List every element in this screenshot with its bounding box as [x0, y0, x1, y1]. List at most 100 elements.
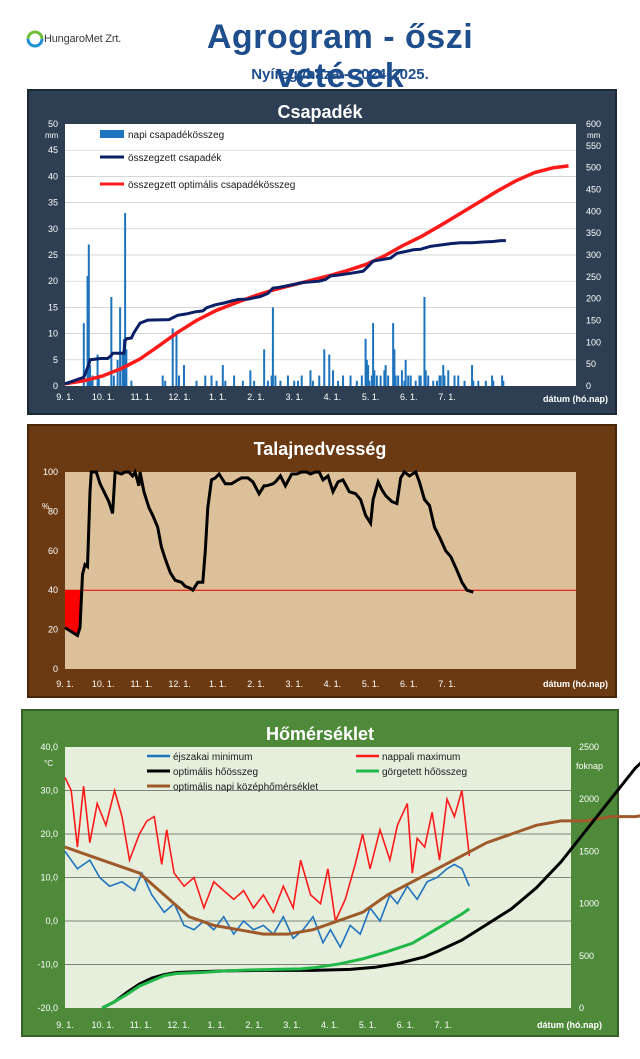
y-tick-label: 30,0	[40, 786, 58, 796]
y2-tick-label: 1500	[579, 846, 599, 856]
x-tick-label: 9. 1.	[56, 392, 74, 402]
y-tick-label: 20,0	[40, 829, 58, 839]
optimal-precip-line	[64, 164, 569, 386]
daily-precip-bar	[210, 375, 213, 386]
soil-moisture-chart: Talajnedvesség 0 20 40 60 80 100 9. 1. 10. 1. 11…	[27, 424, 617, 698]
daily-precip-bar	[384, 365, 387, 386]
daily-precip-bar	[121, 354, 124, 386]
daily-precip-bar	[224, 380, 227, 386]
x-tick-label: 6. 1.	[400, 392, 418, 402]
daily-precip-bar	[204, 375, 207, 386]
daily-precip-bar	[397, 375, 400, 386]
daily-precip-bar	[110, 296, 113, 386]
daily-precip-bar	[116, 359, 119, 386]
y2-tick-label: 2500	[579, 742, 599, 752]
legend-min: éjszakai minimum	[173, 752, 252, 763]
daily-precip-bar	[360, 375, 363, 386]
y-tick-label: 25	[48, 250, 58, 260]
y2-tick-label: 0	[579, 1003, 584, 1013]
y-tick-label: 0	[53, 664, 58, 674]
x-tick-label: 12. 1.	[168, 392, 191, 402]
y-tick-label: 60	[48, 546, 58, 556]
daily-precip-bar	[309, 370, 312, 386]
precip-title: Csapadék	[277, 102, 363, 122]
daily-precip-bar	[442, 365, 445, 386]
y-tick-label: -20,0	[37, 1003, 58, 1013]
y2-tick-label: 100	[586, 337, 601, 347]
legend-opt-heat: optimális hőösszeg	[173, 767, 258, 778]
y-tick-label: 45	[48, 145, 58, 155]
daily-precip-bar	[91, 375, 94, 386]
daily-precip-bar	[263, 349, 266, 386]
daily-precip-bar	[328, 354, 331, 386]
x-tick-label: 2. 1.	[247, 679, 265, 689]
logo-text: HungaroMet Zrt.	[44, 33, 122, 45]
y2-tick-label: 450	[586, 185, 601, 195]
daily-precip-bar	[175, 333, 178, 386]
temp-right-unit: foknap	[576, 761, 603, 771]
daily-precip-bar	[418, 375, 421, 386]
y-tick-label: 20	[48, 276, 58, 286]
daily-precip-bar	[300, 375, 303, 386]
y2-tick-label: 550	[586, 141, 601, 151]
daily-precip-bar	[372, 323, 375, 386]
legend-opt-mean: optimális napi középhőmérséklet	[173, 782, 318, 793]
y2-tick-label: 0	[586, 381, 591, 391]
x-tick-label: 5. 1.	[362, 392, 380, 402]
temp-title: Hőmérséklet	[266, 724, 374, 744]
y2-tick-label: 150	[586, 316, 601, 326]
daily-precip-bar	[438, 375, 441, 386]
daily-precip-bar	[443, 375, 446, 386]
page-title: Agrogram - őszi vetések	[206, 18, 474, 95]
daily-precip-bar	[427, 375, 430, 386]
daily-precip-bar	[274, 375, 277, 386]
daily-precip-bar	[414, 380, 417, 386]
precip-x-label: dátum (hó.nap)	[543, 394, 608, 404]
logo-swirl-icon	[26, 30, 44, 48]
daily-precip-bar	[447, 370, 450, 386]
optimal-heat-sum-line	[101, 761, 640, 1010]
daily-precip-bar	[472, 380, 475, 386]
y2-tick-label: 200	[586, 294, 601, 304]
daily-precip-bar	[432, 380, 435, 386]
x-tick-label: 10. 1.	[92, 1020, 115, 1030]
x-tick-label: 10. 1.	[92, 392, 115, 402]
daily-precip-bar	[337, 380, 340, 386]
y2-tick-label: 50	[586, 359, 596, 369]
x-tick-label: 3. 1.	[285, 392, 303, 402]
daily-precip-bar	[164, 380, 167, 386]
x-tick-label: 11. 1.	[130, 392, 152, 402]
precip-right-unit: mm	[587, 131, 601, 140]
temp-legend: éjszakai minimum nappali maximum optimál…	[147, 752, 467, 793]
daily-precip-bar	[492, 380, 495, 386]
soil-unit: %	[42, 502, 49, 511]
daily-precip-bar	[491, 375, 494, 386]
y-tick-label: 10,0	[40, 873, 58, 883]
x-tick-label: 7. 1.	[438, 392, 456, 402]
daily-precip-bar	[502, 380, 505, 386]
daily-precip-bar	[130, 380, 133, 386]
daily-precip-bar	[383, 370, 386, 386]
x-tick-label: 11. 1.	[130, 1020, 152, 1030]
x-tick-label: 2. 1.	[247, 392, 265, 402]
daily-precip-bar	[241, 380, 244, 386]
y-tick-label: 20	[48, 625, 58, 635]
cumulative-precip-line	[64, 239, 506, 386]
daily-precip-bar	[349, 375, 352, 386]
daily-precip-bar	[90, 380, 93, 386]
daily-precip-bar	[124, 213, 127, 386]
y-tick-label: 40	[48, 585, 58, 595]
daily-precip-bar	[323, 349, 326, 386]
y-tick-label: 100	[43, 467, 58, 477]
temp-x-label: dátum (hó.nap)	[537, 1020, 602, 1030]
y-tick-label: 40	[48, 171, 58, 181]
precipitation-chart: Csapadék 0510152025303540455005010015020…	[27, 89, 617, 415]
page-subtitle: Nyíregyháza - 2024-2025.	[251, 66, 429, 83]
precip-left-unit: mm	[45, 131, 59, 140]
daily-precip-bar	[403, 380, 406, 386]
soil-title: Talajnedvesség	[254, 439, 387, 459]
daily-precip-bar	[96, 354, 99, 386]
daily-precip-bar	[373, 370, 376, 386]
soil-plot-area	[65, 472, 576, 669]
soil-x-label: dátum (hó.nap)	[543, 679, 608, 689]
